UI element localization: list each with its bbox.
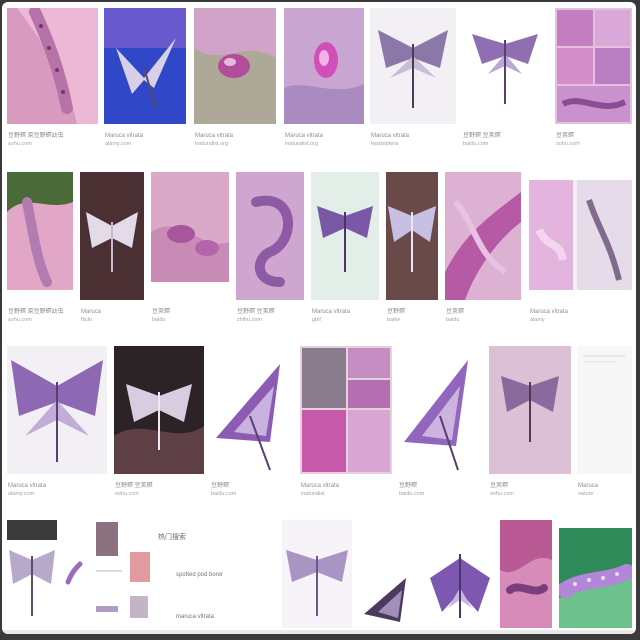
result-caption[interactable]: Maruca vitrata inaturalist <box>301 483 340 497</box>
result-caption[interactable]: 豆荚螟 baidu <box>446 309 465 323</box>
larva-on-pod-thumbnail <box>194 8 276 124</box>
collage-thumbnail <box>300 346 392 474</box>
collage-thumbnail <box>555 8 632 124</box>
moth-thumbnail <box>489 346 571 474</box>
result-caption[interactable]: Maruca flickr <box>81 309 102 323</box>
image-results-grid: 豆野螟 菜豆野螟幼虫 sohu.com Maruca vitrata alamy.c… <box>2 2 636 634</box>
related-searches-panel <box>94 520 214 632</box>
result-tile-small-larva[interactable] <box>64 558 84 588</box>
flower-thumbnail <box>284 8 364 124</box>
faded-thumbnail <box>577 346 632 474</box>
result-tile-moth-white-1[interactable] <box>370 8 456 124</box>
larva-thumbnail <box>559 528 632 628</box>
result-caption[interactable]: 豆荚螟 sohu.com <box>556 133 580 147</box>
result-tile-split-pink[interactable] <box>529 180 632 290</box>
result-caption[interactable]: 豆荚螟 baidu <box>152 309 171 323</box>
result-tile-moth-blue[interactable] <box>104 8 186 124</box>
result-tile-moth-diagonal-1[interactable] <box>210 346 294 474</box>
result-caption[interactable]: Maruca vitrata inaturalist.org <box>195 133 234 147</box>
moth-thumbnail <box>311 172 379 300</box>
result-caption[interactable]: 豆野螟 菜豆野螟幼虫 sohu.com <box>8 309 64 323</box>
result-tile-pod-larva[interactable] <box>194 8 276 124</box>
result-caption[interactable]: Maruca nature <box>578 483 599 497</box>
moth-thumbnail <box>80 172 144 300</box>
result-tile-collage-2[interactable] <box>300 346 392 474</box>
moth-thumbnail <box>114 346 204 474</box>
result-caption[interactable]: Maruca vitrata alamy <box>530 309 569 323</box>
result-tile-moth-night[interactable] <box>114 346 204 474</box>
larva-icon <box>64 558 84 588</box>
related-search-link[interactable]: maruca vitrata <box>176 614 215 620</box>
result-caption[interactable]: 豆野螟 菜豆野螟幼虫 sohu.com <box>8 133 64 147</box>
result-tile-collage[interactable] <box>555 8 632 124</box>
result-caption[interactable]: 豆野螟 baidu.com <box>399 483 425 497</box>
result-caption[interactable]: 豆野螟 豆荚螟 zhihu.com <box>237 309 275 323</box>
result-tile-moth-spread[interactable] <box>426 538 494 628</box>
moth-thumbnail <box>7 520 57 628</box>
moth-thumbnail <box>360 564 420 628</box>
larva-on-pod-thumbnail <box>445 172 521 300</box>
moth-thumbnail <box>398 346 482 474</box>
related-thumbnails <box>96 522 150 618</box>
result-tile-moth-large[interactable] <box>7 346 107 474</box>
larva-thumbnail <box>151 172 229 282</box>
moth-thumbnail <box>104 8 186 124</box>
result-tile-moth-diagonal-2[interactable] <box>398 346 482 474</box>
related-search-link[interactable]: spotted pod borer <box>176 572 224 578</box>
result-caption[interactable]: 豆野螟 baike <box>387 309 406 323</box>
larva-thumbnail <box>529 180 632 290</box>
result-tile-moth-pale[interactable] <box>7 520 57 628</box>
moth-thumbnail <box>426 538 494 628</box>
moth-thumbnail <box>282 520 352 628</box>
larva-thumbnail <box>500 520 552 628</box>
result-tile-larva-green[interactable] <box>559 528 632 628</box>
result-tile-moth-brown[interactable] <box>386 172 438 300</box>
result-caption[interactable]: 豆野螟 baidu.com <box>211 483 237 497</box>
result-caption[interactable]: Maruca vitrata inaturalist.org <box>285 133 324 147</box>
result-caption[interactable]: Maruca vitrata gbif <box>312 309 351 323</box>
result-caption[interactable]: 豆野螟 豆荚螟 baidu.com <box>463 133 501 147</box>
result-tile-larva-pink[interactable] <box>500 520 552 628</box>
result-tile-larva-pod[interactable] <box>151 172 229 282</box>
result-caption[interactable]: 豆荚螟 sohu.com <box>490 483 514 497</box>
result-tile-moth-pink[interactable] <box>489 346 571 474</box>
result-tile-moth-white-2[interactable] <box>462 8 548 124</box>
moth-thumbnail <box>370 8 456 124</box>
result-tile-curled-larva[interactable] <box>236 172 304 300</box>
result-tile-larva-leaf[interactable] <box>7 172 73 290</box>
result-caption[interactable]: 豆野螟 豆荚螟 sohu.com <box>115 483 153 497</box>
result-tile-moth-dark-diag[interactable] <box>360 564 420 628</box>
moth-thumbnail <box>7 346 107 474</box>
result-tile-moth-dark[interactable] <box>80 172 144 300</box>
larva-thumbnail <box>7 172 73 290</box>
related-searches-title: 热门搜索 <box>158 534 186 541</box>
result-tile-blank[interactable] <box>577 346 632 474</box>
result-tile-moth-faded[interactable] <box>282 520 352 628</box>
bottom-divider <box>2 630 636 634</box>
moth-thumbnail <box>462 8 548 124</box>
result-caption[interactable]: Maruca vitrata alamy.com <box>105 133 144 147</box>
caterpillar-thumbnail <box>7 8 98 124</box>
result-tile-pod-pink[interactable] <box>445 172 521 300</box>
moth-thumbnail <box>210 346 294 474</box>
moth-thumbnail <box>386 172 438 300</box>
result-tile-caterpillar-stem[interactable] <box>7 8 98 124</box>
larva-thumbnail <box>236 172 304 300</box>
result-tile-moth-mint[interactable] <box>311 172 379 300</box>
result-caption[interactable]: Maruca vitrata lepidoptera <box>371 133 410 147</box>
result-tile-pink-flower[interactable] <box>284 8 364 124</box>
result-caption[interactable]: Maruca vitrata alamy.com <box>8 483 47 497</box>
